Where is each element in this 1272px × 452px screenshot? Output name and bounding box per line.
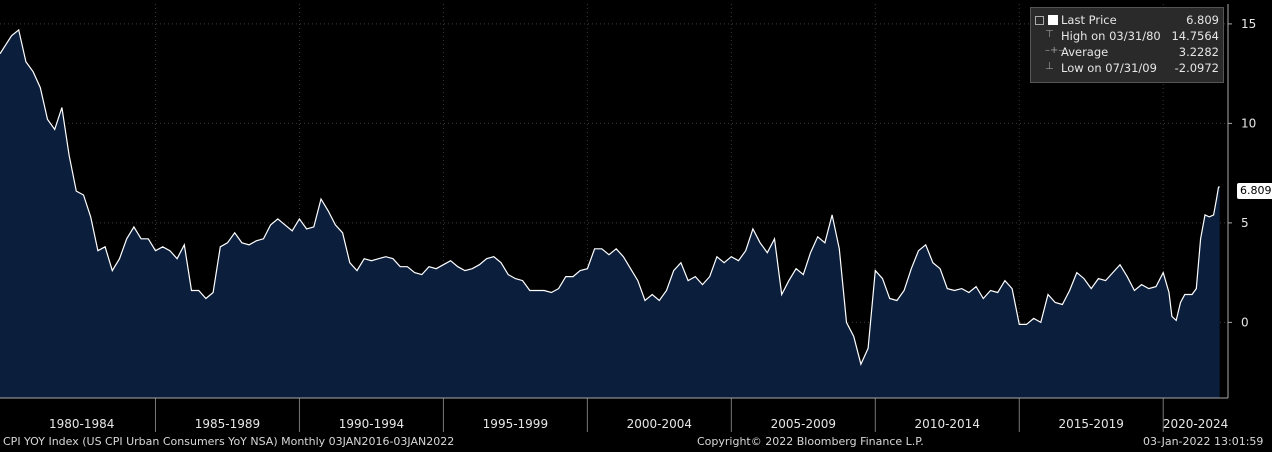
legend-last-price-value: 6.809: [1186, 13, 1219, 27]
x-tick-label: 1980-1984: [49, 417, 114, 431]
footer-security-description: CPI YOY Index (US CPI Urban Consumers Yo…: [3, 435, 455, 448]
collapse-icon[interactable]: [1035, 16, 1044, 25]
average-marker-icon: –+–: [1045, 45, 1064, 56]
footer-timestamp: 03-Jan-2022 13:01:59: [1143, 435, 1264, 448]
legend-high-label: High on 03/31/80: [1061, 29, 1161, 43]
legend-average-value: 3.2282: [1178, 45, 1219, 59]
footer-copyright: Copyright© 2022 Bloomberg Finance L.P.: [697, 435, 924, 448]
legend-high-value: 14.7564: [1171, 29, 1219, 43]
legend-high: ⊤ High on 03/31/80 14.7564: [1031, 29, 1223, 43]
x-tick-label: 2015-2019: [1059, 417, 1124, 431]
y-tick-label: 10: [1241, 116, 1256, 130]
x-tick-label: 1990-1994: [339, 417, 404, 431]
legend-panel: Last Price 6.809 ⊤ High on 03/31/80 14.7…: [1030, 7, 1224, 83]
series-area: [0, 29, 1220, 399]
legend-low-value: -2.0972: [1174, 61, 1219, 75]
x-tick-label: 1995-1999: [483, 417, 548, 431]
x-tick-label: 2005-2009: [771, 417, 836, 431]
y-tick-label: 5: [1241, 216, 1249, 230]
legend-average-label: Average: [1061, 45, 1109, 59]
series-swatch-icon: [1048, 15, 1058, 25]
legend-last-price: Last Price 6.809: [1031, 13, 1223, 27]
x-tick-label: 2020-2024: [1163, 417, 1228, 431]
low-marker-icon: ⊥: [1045, 61, 1054, 72]
x-tick-label: 1985-1989: [195, 417, 260, 431]
y-tick-label: 15: [1241, 17, 1256, 31]
series-line: [0, 28, 1220, 366]
x-tick-label: 2010-2014: [915, 417, 980, 431]
last-value-tag: 6.809: [1237, 183, 1272, 199]
legend-average: –+– Average 3.2282: [1031, 45, 1223, 59]
y-tick-label: 0: [1241, 315, 1249, 329]
legend-last-price-label: Last Price: [1061, 13, 1117, 27]
x-tick-label: 2000-2004: [627, 417, 692, 431]
legend-low: ⊥ Low on 07/31/09 -2.0972: [1031, 61, 1223, 75]
legend-low-label: Low on 07/31/09: [1061, 61, 1157, 75]
high-marker-icon: ⊤: [1045, 29, 1054, 40]
